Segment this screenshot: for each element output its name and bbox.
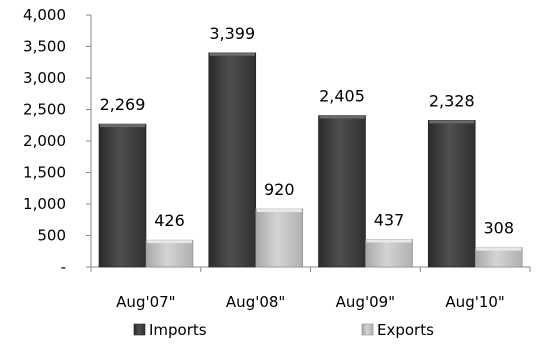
data-label-exports-2: 437 bbox=[374, 210, 405, 229]
bars bbox=[98, 52, 523, 268]
y-tick-label: 2,500 bbox=[23, 101, 66, 119]
legend-label-imports: Imports bbox=[149, 321, 207, 339]
bar-imports-0 bbox=[98, 123, 147, 268]
x-category-label: Aug'10" bbox=[445, 293, 504, 311]
data-label-imports-3: 2,328 bbox=[429, 91, 475, 110]
bar-imports-2 bbox=[318, 115, 366, 268]
y-tick-label: 3,000 bbox=[23, 69, 66, 87]
x-category-label: Aug'08" bbox=[226, 293, 285, 311]
data-label-exports-3: 308 bbox=[483, 219, 514, 238]
bar-bevel-exports-0 bbox=[147, 240, 192, 244]
y-tick-label: 3,500 bbox=[23, 38, 66, 56]
labels: 2,269 426 Aug'07" 3,399 920 Aug'08" 2,405 437 Au… bbox=[100, 24, 514, 311]
y-tick-label: 500 bbox=[37, 227, 66, 245]
data-label-exports-0: 426 bbox=[154, 211, 185, 230]
bar-exports-0 bbox=[145, 239, 194, 268]
bar-bevel-imports-1 bbox=[209, 52, 255, 56]
legend-swatch-exports bbox=[361, 323, 374, 336]
legend: Imports Exports bbox=[133, 321, 434, 339]
y-tick-label: 1,000 bbox=[23, 195, 66, 213]
x-category-label: Aug'07" bbox=[116, 293, 175, 311]
axes: - 500 1,000 1,500 2,000 2,500 3,000 3,500 4,000 bbox=[23, 6, 531, 276]
y-tick-label: - bbox=[61, 258, 66, 276]
bar-exports-1 bbox=[255, 208, 304, 268]
x-category-label: Aug'09" bbox=[336, 293, 395, 311]
bar-bevel-exports-1 bbox=[256, 209, 302, 213]
bar-bevel-imports-2 bbox=[319, 115, 365, 119]
y-tick-label: 4,000 bbox=[23, 6, 66, 24]
data-label-exports-1: 920 bbox=[264, 180, 295, 199]
data-label-imports-2: 2,405 bbox=[319, 86, 365, 105]
bar-exports-2 bbox=[365, 239, 413, 268]
bar-bevel-imports-0 bbox=[100, 124, 145, 128]
data-label-imports-0: 2,269 bbox=[100, 95, 146, 114]
data-label-imports-1: 3,399 bbox=[209, 24, 255, 43]
bar-bevel-exports-2 bbox=[366, 239, 412, 243]
bar-bevel-imports-3 bbox=[429, 120, 475, 124]
bar-imports-3 bbox=[427, 120, 476, 268]
legend-swatch-imports bbox=[133, 323, 146, 336]
y-tick-label: 2,000 bbox=[23, 132, 66, 150]
y-tick-label: 1,500 bbox=[23, 164, 66, 182]
bar-imports-1 bbox=[208, 52, 257, 268]
legend-label-exports: Exports bbox=[377, 321, 434, 339]
bar-bevel-exports-3 bbox=[476, 247, 522, 251]
